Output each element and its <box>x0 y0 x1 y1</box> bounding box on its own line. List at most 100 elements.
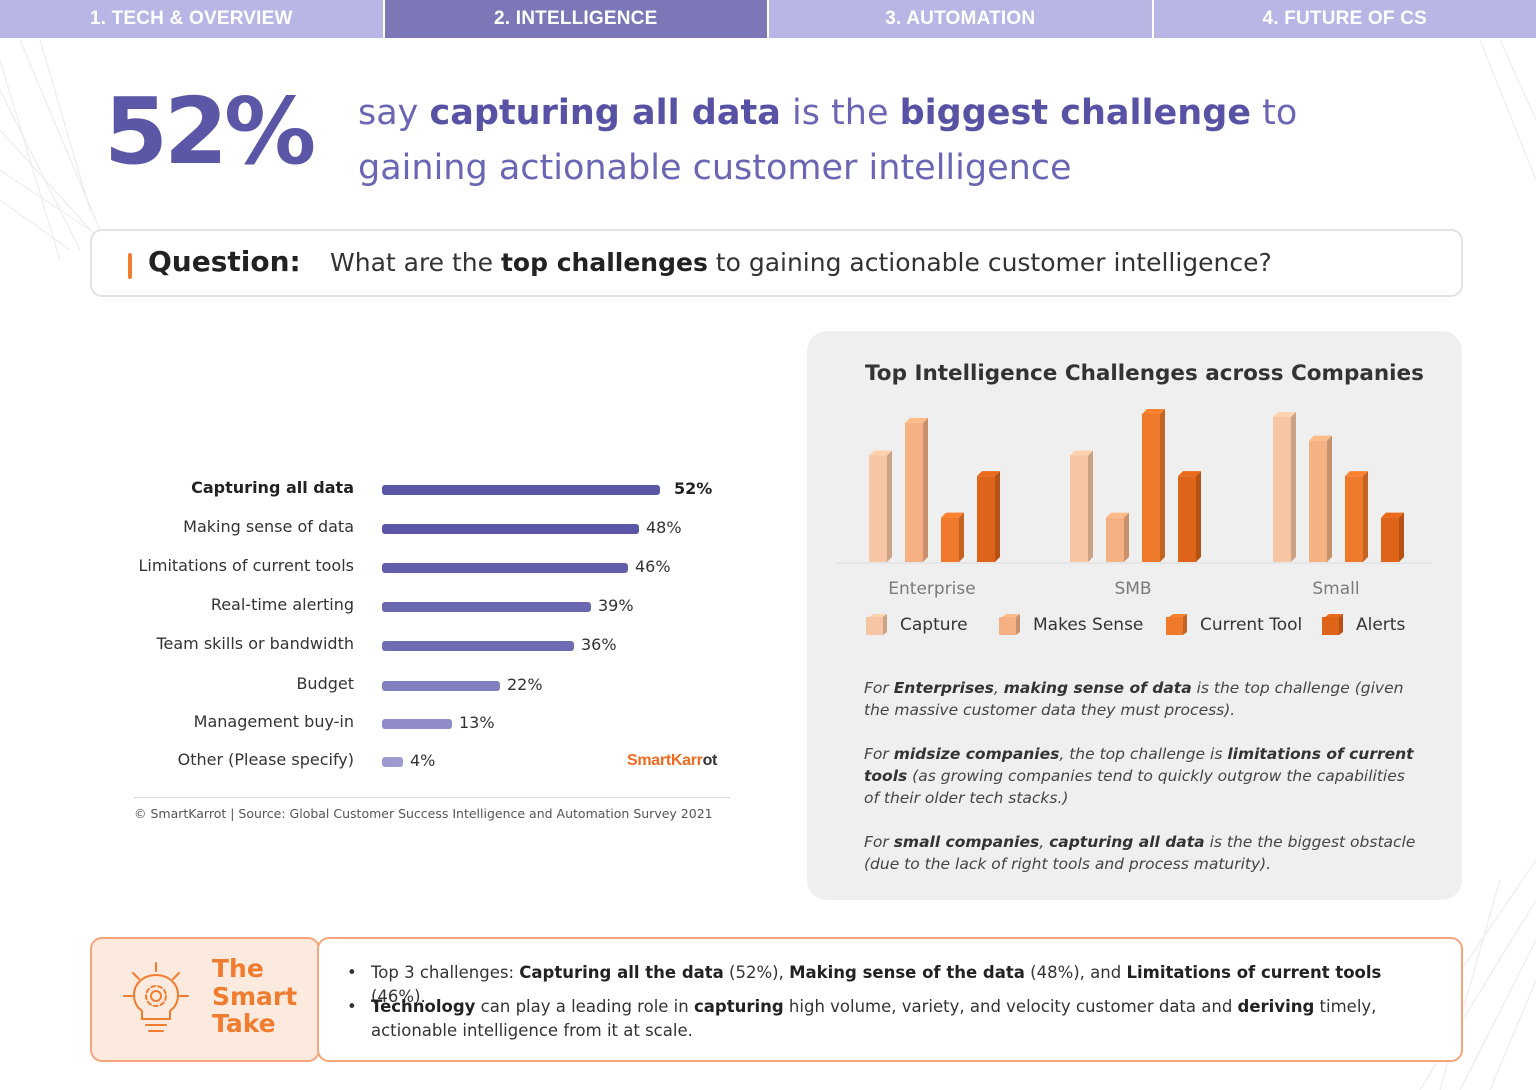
question-label: Question: <box>148 245 301 278</box>
legend-item: Makes Sense <box>998 613 1143 637</box>
emphasis-text: Enterprises <box>893 679 994 697</box>
bar-category-label: Budget <box>296 674 354 693</box>
bullet-text: Top 3 challenges: Capturing all the data… <box>371 961 1427 1009</box>
category-axis-label: Small <box>1312 579 1359 599</box>
emphasis-text: midsize companies <box>893 745 1060 763</box>
legend-swatch <box>1322 614 1343 635</box>
text-part: For <box>864 833 894 851</box>
text-part: is the top challenge (given the massive … <box>864 679 1404 719</box>
insight-note: For Enterprises, making sense of data is… <box>864 677 1424 721</box>
text-part: can play a leading role in <box>475 997 694 1016</box>
headline-stat: 52% <box>104 78 316 185</box>
legend-swatch <box>866 614 887 635</box>
smart-take-bullet: • Top 3 challenges: Capturing all the dat… <box>347 961 1427 1009</box>
bar <box>382 641 574 651</box>
text-part: (as growing companies tend to quickly ou… <box>864 767 1405 807</box>
emphasis-text: Capturing all the data <box>519 963 724 982</box>
legend-label: Makes Sense <box>1033 615 1144 635</box>
bullet-text: Technology can play a leading role in ca… <box>371 995 1427 1043</box>
tab-future-of-cs[interactable]: 4. FUTURE OF CS <box>1153 0 1536 38</box>
company-comparison-panel: Top Intelligence Challenges across Compa… <box>807 331 1462 900</box>
category-axis-label: Enterprise <box>888 579 975 599</box>
panel-title: Top Intelligence Challenges across Compa… <box>865 361 1424 386</box>
headline-emphasis: biggest challenge <box>899 93 1251 133</box>
emphasis-text: capturing all data <box>1049 833 1205 851</box>
text-part: high volume, variety, and velocity custo… <box>783 997 1238 1016</box>
headline-part: to gaining actionable customer intellige… <box>358 93 1298 188</box>
question-box: Question: What are the top challenges to… <box>90 229 1463 297</box>
bar <box>382 719 452 729</box>
headline-part: say <box>358 93 430 133</box>
emphasis-text: Making sense of the data <box>789 963 1025 982</box>
bar-category-label: Other (Please specify) <box>177 750 354 769</box>
bar-category-label: Team skills or bandwidth <box>156 634 354 653</box>
headline-emphasis: capturing all data <box>429 93 781 133</box>
tab-tech-overview[interactable]: 1. TECH & OVERVIEW <box>0 0 385 38</box>
smart-take-badge: The Smart Take <box>90 937 320 1062</box>
tab-automation[interactable]: 3. AUTOMATION <box>769 0 1154 38</box>
emphasis-text: limitations of current tools <box>864 745 1414 785</box>
bar <box>1309 435 1332 562</box>
legend-item: Current Tool <box>1165 613 1302 637</box>
bar-value-label: 13% <box>459 713 495 732</box>
bullet-dot: • <box>347 997 357 1016</box>
lightbulb-gear-icon <box>123 962 189 1032</box>
question-part: What are the <box>330 248 501 277</box>
bar <box>382 563 628 573</box>
bar-value-label: 39% <box>598 596 634 615</box>
bar-category-label: Limitations of current tools <box>138 556 354 575</box>
smart-take-title-line: Take <box>212 1009 276 1038</box>
legend-label: Current Tool <box>1200 615 1303 635</box>
question-part: to gaining actionable customer intellige… <box>707 248 1272 277</box>
bar <box>382 485 660 495</box>
insight-note: For small companies, capturing all data … <box>864 831 1424 875</box>
grouped-bar-chart: Enterprise SMB Small <box>837 409 1432 599</box>
bar <box>1142 409 1165 562</box>
source-citation: © SmartKarrot | Source: Global Customer … <box>134 806 713 821</box>
logo-text-secondary: ot <box>702 752 718 769</box>
logo-text-primary: SmartKarr <box>627 752 703 769</box>
emphasis-text: small companies <box>893 833 1040 851</box>
text-part: timely, actionable intelligence from it … <box>371 997 1377 1040</box>
bar <box>941 512 964 562</box>
bullet-dot: • <box>347 963 357 982</box>
legend-item: Capture <box>865 613 968 637</box>
headline-text: say capturing all data is the biggest ch… <box>358 86 1438 196</box>
smart-take-title-line: Smart <box>212 981 298 1011</box>
tab-intelligence[interactable]: 2. INTELLIGENCE <box>384 0 769 38</box>
bar <box>1381 512 1404 562</box>
smart-take-title: The Smart Take <box>212 955 297 1038</box>
bar <box>382 757 403 767</box>
bar <box>1345 471 1368 562</box>
emphasis-text: deriving <box>1237 997 1315 1016</box>
text-part: For <box>864 679 894 697</box>
bar <box>977 471 1000 562</box>
bar-value-label: 22% <box>507 675 543 694</box>
emphasis-text: capturing <box>693 997 784 1016</box>
category-axis-label: SMB <box>1114 579 1151 599</box>
legend-swatch <box>1166 614 1187 635</box>
bar <box>869 450 892 562</box>
text-part: , <box>1039 833 1050 851</box>
text-part: (46%). <box>371 987 426 1006</box>
question-accent-bar <box>128 253 132 279</box>
text-part: , the top challenge is <box>1059 745 1228 763</box>
bar-value-label: 46% <box>635 557 671 576</box>
bar <box>382 681 500 691</box>
bar-value-label: 48% <box>646 518 682 537</box>
legend-label: Capture <box>900 615 968 635</box>
bar-category-label: Capturing all data <box>191 478 354 497</box>
legend-item: Alerts <box>1321 613 1405 637</box>
bar-category-label: Making sense of data <box>183 517 354 536</box>
text-part: For <box>864 745 894 763</box>
bar <box>1178 471 1201 562</box>
smart-take-title-line: The <box>212 954 264 983</box>
bar-value-label: 4% <box>410 751 436 770</box>
headline-part: is the <box>780 93 900 133</box>
legend-label: Alerts <box>1356 615 1406 635</box>
text-part: (48%), and <box>1024 963 1127 982</box>
smartkarrot-logo: SmartKarrot <box>627 752 717 770</box>
bar <box>1106 512 1129 562</box>
legend-swatch <box>999 614 1020 635</box>
section-nav: 1. TECH & OVERVIEW 2. INTELLIGENCE 3. AU… <box>0 0 1536 38</box>
